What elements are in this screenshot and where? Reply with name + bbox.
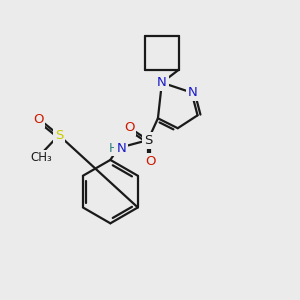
Text: N: N (116, 142, 126, 154)
Text: O: O (33, 113, 43, 126)
Text: CH₃: CH₃ (30, 152, 52, 164)
Text: N: N (188, 86, 197, 99)
Text: O: O (146, 155, 156, 168)
Text: S: S (144, 134, 152, 147)
Text: N: N (157, 76, 167, 89)
Text: S: S (55, 129, 63, 142)
Text: O: O (124, 121, 134, 134)
Text: H: H (109, 142, 118, 154)
